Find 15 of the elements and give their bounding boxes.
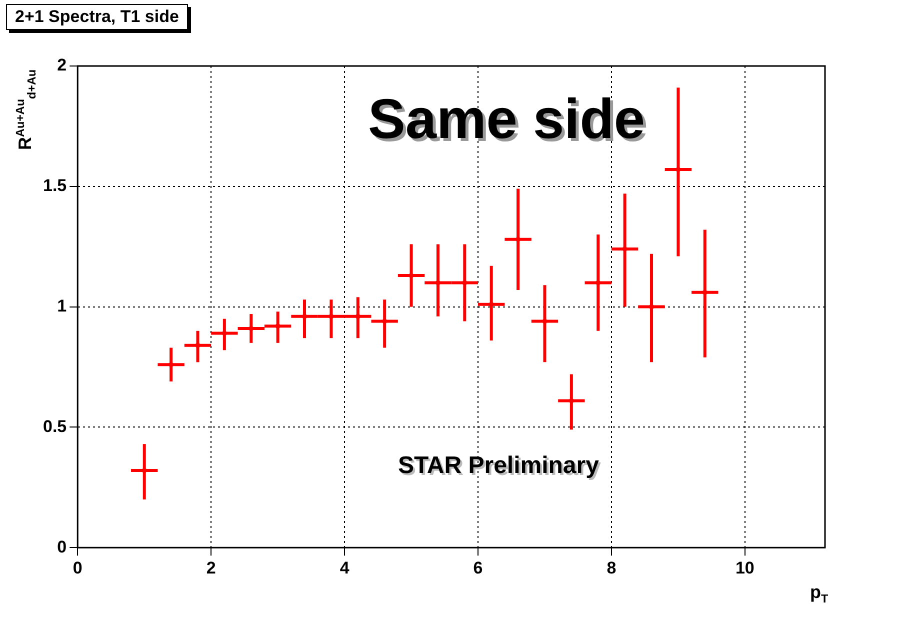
y-tick-label: 0 [57, 537, 67, 556]
y-tick-label: 1 [57, 296, 67, 316]
y-tick-label: 2 [57, 56, 67, 75]
y-tick-label: 1.5 [42, 176, 67, 196]
chart-title: 2+1 Spectra, T1 side [6, 4, 188, 30]
x-tick-label: 10 [735, 558, 754, 578]
x-axis-title: p$_{T}$ [810, 582, 828, 606]
x-tick-label: 2 [206, 558, 216, 578]
x-tick-label: 8 [606, 558, 616, 578]
annotation: Same side [368, 86, 646, 151]
annotation: STAR Preliminary [398, 452, 599, 480]
y-tick-label: 0.5 [42, 416, 67, 436]
x-tick-label: 6 [473, 558, 483, 578]
x-tick-label: 0 [72, 558, 82, 578]
x-tick-label: 4 [340, 558, 350, 578]
